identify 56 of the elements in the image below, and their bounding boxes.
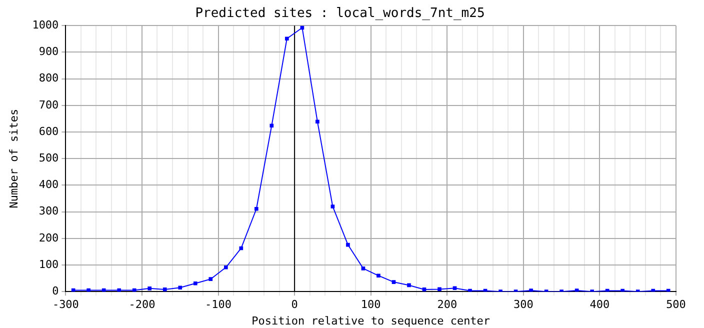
y-tick-label: 500	[38, 151, 59, 164]
point	[438, 287, 442, 292]
x-tick-label: 500	[666, 298, 686, 312]
y-tick-label: 700	[38, 98, 59, 112]
x-tick-label: 0	[291, 298, 298, 312]
point	[316, 120, 320, 124]
point	[452, 286, 457, 290]
chart-title: Predicted sites : local_words_7nt_m25	[195, 6, 485, 22]
x-axis-title: Position relative to sequence center	[252, 314, 490, 328]
point	[651, 288, 656, 292]
point	[361, 266, 366, 270]
point	[224, 265, 228, 270]
x-tick-label: 200	[437, 298, 458, 312]
point	[148, 286, 152, 290]
x-tick-label: 100	[360, 298, 381, 312]
point	[162, 288, 167, 292]
point	[422, 288, 426, 292]
point	[285, 36, 289, 41]
point	[193, 281, 198, 286]
point	[666, 288, 670, 292]
point	[483, 288, 488, 292]
x-tick-label: 300	[513, 298, 534, 312]
point	[574, 288, 579, 292]
y-tick-label: 0	[52, 284, 59, 298]
x-tick-label: -100	[205, 298, 232, 312]
point	[392, 280, 396, 284]
y-tick-label: 100	[38, 258, 59, 271]
y-tick-label: 200	[38, 231, 59, 244]
point	[376, 274, 380, 278]
x-tick-label: 400	[590, 298, 610, 312]
point	[330, 204, 335, 208]
point	[178, 286, 182, 290]
point	[620, 288, 625, 292]
point	[605, 288, 610, 292]
point	[529, 288, 533, 292]
x-tick-label: -300	[52, 298, 79, 312]
point	[270, 124, 274, 128]
y-tick-label: 600	[38, 124, 59, 138]
y-tick-label: 1000	[32, 18, 59, 32]
x-tick-label: -200	[128, 298, 156, 312]
point	[468, 288, 472, 292]
y-axis-title: Number of sites	[7, 108, 20, 208]
point	[117, 288, 122, 292]
y-tick-label: 400	[38, 178, 59, 192]
point	[208, 277, 213, 282]
point	[254, 206, 258, 211]
point	[132, 288, 136, 292]
y-tick-label: 300	[38, 204, 59, 218]
point	[407, 283, 411, 288]
point	[102, 288, 106, 292]
y-tick-label: 800	[38, 72, 59, 85]
point	[86, 288, 90, 292]
point	[239, 246, 244, 250]
point	[346, 242, 350, 247]
y-tick-label: 900	[38, 45, 59, 58]
point	[71, 288, 76, 292]
